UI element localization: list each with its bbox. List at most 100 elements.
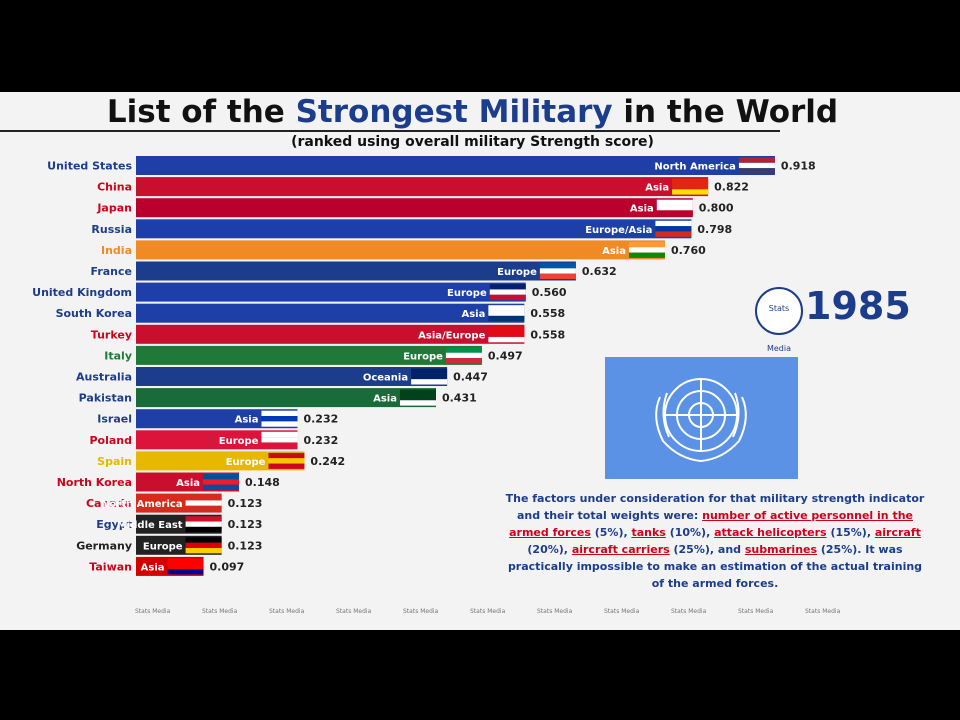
un-flag-icon xyxy=(605,357,798,479)
watermark: Stats Media xyxy=(470,608,506,615)
value-label: 0.558 xyxy=(530,307,565,320)
value-label: 0.632 xyxy=(582,265,617,278)
country-flag-icon xyxy=(445,347,482,364)
category-label: Poland xyxy=(89,434,132,447)
country-flag-icon xyxy=(656,199,693,216)
chart-frame: List of the Strongest Military in the Wo… xyxy=(0,92,960,630)
bar xyxy=(136,282,526,302)
watermark: Stats Media xyxy=(202,608,238,615)
country-flag-icon xyxy=(672,178,709,195)
country-flag-icon xyxy=(411,368,448,385)
note-weight-1: (5%), xyxy=(590,526,632,539)
value-label: 0.497 xyxy=(488,349,523,362)
bar xyxy=(136,367,448,386)
un-emblem-icon xyxy=(655,378,747,463)
region-label: Asia xyxy=(235,415,259,426)
region-label: Europe xyxy=(447,288,487,299)
bar xyxy=(136,156,775,175)
note-factor-personnel: number of active personnel in the armed … xyxy=(509,509,913,539)
country-flag-icon xyxy=(185,516,222,533)
bar xyxy=(136,177,709,197)
bar xyxy=(136,198,693,218)
value-label: 0.148 xyxy=(245,476,280,489)
bar-row: North Korea Asia 0.148 xyxy=(57,472,280,492)
value-label: 0.800 xyxy=(699,202,734,215)
bar-row: Australia Oceania 0.447 xyxy=(76,367,488,386)
region-label: Europe xyxy=(226,457,266,468)
country-flag-icon xyxy=(261,410,298,427)
factors-note: The factors under consideration for that… xyxy=(500,490,930,592)
title-highlight: Strongest Military xyxy=(295,94,613,130)
category-label: Egypt xyxy=(96,518,132,531)
note-weight-4: (20%), xyxy=(527,543,572,556)
value-label: 0.123 xyxy=(228,497,263,510)
bar-chart: United States North America 0.918 China Asia… xyxy=(32,156,816,576)
watermark: Stats Media xyxy=(336,608,372,615)
country-flag-icon xyxy=(738,157,775,174)
bar-row: Russia Europe/Asia 0.798 xyxy=(91,219,732,239)
watermark: Stats Media xyxy=(671,608,707,615)
note-weight-2: (10%), xyxy=(665,526,715,539)
region-label: North America xyxy=(101,499,183,510)
region-label: Europe xyxy=(497,267,537,278)
value-label: 0.798 xyxy=(697,223,732,236)
bar-row: Turkey Asia/Europe 0.558 xyxy=(91,324,565,344)
country-flag-icon xyxy=(167,558,204,575)
bar xyxy=(136,409,298,429)
bar-row: Taiwan Asia 0.097 xyxy=(89,556,245,576)
category-label: India xyxy=(101,244,132,257)
region-label: Oceania xyxy=(363,373,408,384)
bar-row: United Kingdom Europe 0.560 xyxy=(32,282,567,302)
watermark-row: Stats Media Stats Media Stats Media Stat… xyxy=(130,608,850,620)
value-label: 0.560 xyxy=(532,286,567,299)
category-label: China xyxy=(97,181,132,194)
title-underline xyxy=(0,130,780,132)
value-label: 0.232 xyxy=(303,413,338,426)
stats-media-badge-icon: Stats Media xyxy=(755,287,803,353)
bar-row: Pakistan Asia 0.431 xyxy=(79,388,477,408)
country-flag-icon xyxy=(488,305,525,322)
category-label: Russia xyxy=(91,223,132,236)
bar-row: South Korea Asia 0.558 xyxy=(56,303,565,323)
category-label: United Kingdom xyxy=(32,286,132,299)
bar-row: India Asia 0.760 xyxy=(101,240,706,260)
title-part-2: in the World xyxy=(612,94,839,130)
country-flag-icon xyxy=(268,452,305,469)
bar xyxy=(136,240,665,260)
value-label: 0.232 xyxy=(303,434,338,447)
region-label: Asia/Europe xyxy=(418,330,485,341)
watermark: Stats Media xyxy=(805,608,841,615)
note-weight-5: (25%), and xyxy=(669,543,745,556)
region-label: Asia xyxy=(141,562,165,573)
value-label: 0.822 xyxy=(714,181,749,194)
page-subtitle: (ranked using overall military Strength … xyxy=(291,134,654,150)
country-flag-icon xyxy=(185,537,222,554)
note-factor-submarines: submarines xyxy=(744,543,818,556)
region-label: Asia xyxy=(645,183,669,194)
value-label: 0.558 xyxy=(530,328,565,341)
watermark: Stats Media xyxy=(403,608,439,615)
bar-row: Japan Asia 0.800 xyxy=(96,198,734,218)
badge-text: Stats Media xyxy=(766,304,792,353)
region-label: North America xyxy=(654,162,736,173)
value-label: 0.431 xyxy=(442,392,477,405)
bar-row: Spain Europe 0.242 xyxy=(97,451,345,471)
note-weight-3: (15%), xyxy=(826,526,875,539)
bar-row: Italy Europe 0.497 xyxy=(104,345,523,365)
country-flag-icon xyxy=(185,495,222,512)
country-flag-icon xyxy=(261,431,298,448)
country-flag-icon xyxy=(539,263,576,279)
bar xyxy=(136,303,525,323)
watermark: Stats Media xyxy=(604,608,640,615)
bar xyxy=(136,345,482,365)
category-label: Germany xyxy=(76,539,132,552)
country-flag-icon xyxy=(203,474,240,490)
region-label: Asia xyxy=(461,309,485,320)
bar xyxy=(136,219,692,239)
region-label: Middle East xyxy=(117,520,183,531)
category-label: Pakistan xyxy=(79,392,132,405)
value-label: 0.097 xyxy=(210,560,245,573)
region-label: Europe/Asia xyxy=(585,225,652,236)
page-title: List of the Strongest Military in the Wo… xyxy=(0,94,945,130)
